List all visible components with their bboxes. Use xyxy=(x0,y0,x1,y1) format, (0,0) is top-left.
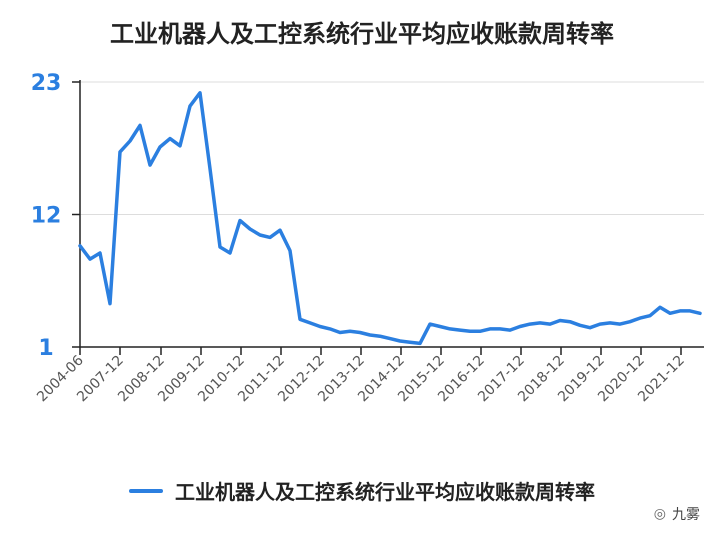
chart-title: 工业机器人及工控系统行业平均应收账款周转率 xyxy=(110,20,614,48)
y-tick-label: 12 xyxy=(31,204,62,229)
watermark: ◎ 九雾 xyxy=(654,504,700,524)
series-line xyxy=(78,91,702,346)
y-tick-label: 23 xyxy=(31,71,62,96)
legend-label: 工业机器人及工控系统行业平均应收账款周转率 xyxy=(175,480,595,504)
watermark-text: 九雾 xyxy=(672,507,700,523)
legend: 工业机器人及工控系统行业平均应收账款周转率 xyxy=(0,476,724,505)
y-tick-label: 1 xyxy=(38,336,53,361)
wechat-icon: ◎ xyxy=(653,506,666,522)
legend-swatch xyxy=(129,488,163,493)
